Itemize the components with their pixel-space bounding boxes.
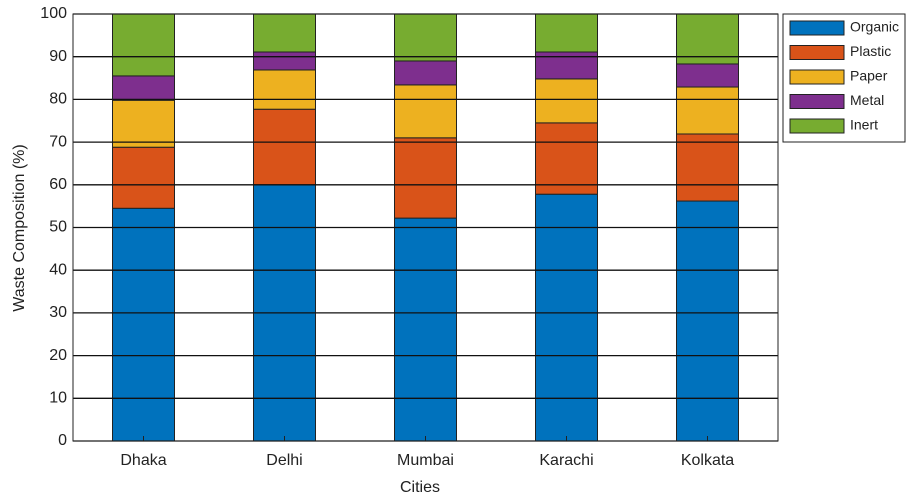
legend-swatch	[789, 69, 845, 85]
legend-swatch	[789, 20, 845, 36]
legend-label: Metal	[850, 92, 884, 108]
bar-segment	[535, 13, 598, 53]
bar-segment	[676, 13, 739, 65]
legend-swatch	[789, 45, 845, 60]
bar-segment	[676, 133, 739, 202]
legend-label: Organic	[850, 19, 899, 35]
y-tick-label: 100	[40, 5, 67, 22]
bar-segment	[394, 137, 457, 219]
bar-segment	[394, 13, 457, 62]
bar-segment	[676, 63, 739, 88]
bar-segment	[394, 60, 457, 86]
bar-segment	[676, 86, 739, 135]
legend-label: Paper	[850, 68, 888, 84]
y-tick-label: 80	[49, 91, 67, 108]
bar-segment	[253, 108, 316, 186]
y-tick-label: 50	[49, 219, 67, 236]
x-tick-label: Karachi	[539, 452, 593, 469]
x-tick-label: Dhaka	[120, 452, 166, 469]
bar-segment	[535, 193, 598, 442]
legend-label: Plastic	[850, 43, 891, 59]
bar-segment	[535, 122, 598, 195]
y-axis-label: Waste Composition (%)	[11, 144, 28, 311]
legend-swatch	[789, 118, 845, 134]
x-tick-label: Kolkata	[681, 452, 734, 469]
legend-label: Inert	[850, 117, 878, 133]
bar-segment	[253, 13, 316, 53]
bar-segment	[112, 207, 175, 442]
bar-segment	[112, 13, 175, 77]
y-tick-label: 20	[49, 347, 67, 364]
bar-segment	[112, 146, 175, 209]
bar-segment	[112, 75, 175, 101]
bar-segment	[394, 84, 457, 139]
x-axis-label: Cities	[400, 479, 440, 496]
plot-frame	[72, 13, 779, 442]
y-tick-label: 70	[49, 133, 67, 150]
bar-segment	[676, 200, 739, 442]
y-tick-label: 0	[58, 432, 67, 449]
bar-segment	[535, 78, 598, 124]
bar-segment	[112, 99, 175, 148]
x-tick-label: Delhi	[266, 452, 302, 469]
y-tick-label: 60	[49, 176, 67, 193]
y-tick-label: 10	[49, 390, 67, 407]
bar-segment	[253, 69, 316, 110]
bar-segment	[535, 51, 598, 80]
legend-swatch	[789, 94, 845, 109]
x-tick-label: Mumbai	[397, 452, 454, 469]
y-tick-label: 90	[49, 48, 67, 65]
y-tick-label: 30	[49, 304, 67, 321]
y-tick-label: 40	[49, 261, 67, 278]
bar-segment	[394, 217, 457, 442]
bar-segment	[253, 51, 316, 71]
legend: Organic Plastic Paper Metal Inert	[782, 13, 906, 143]
